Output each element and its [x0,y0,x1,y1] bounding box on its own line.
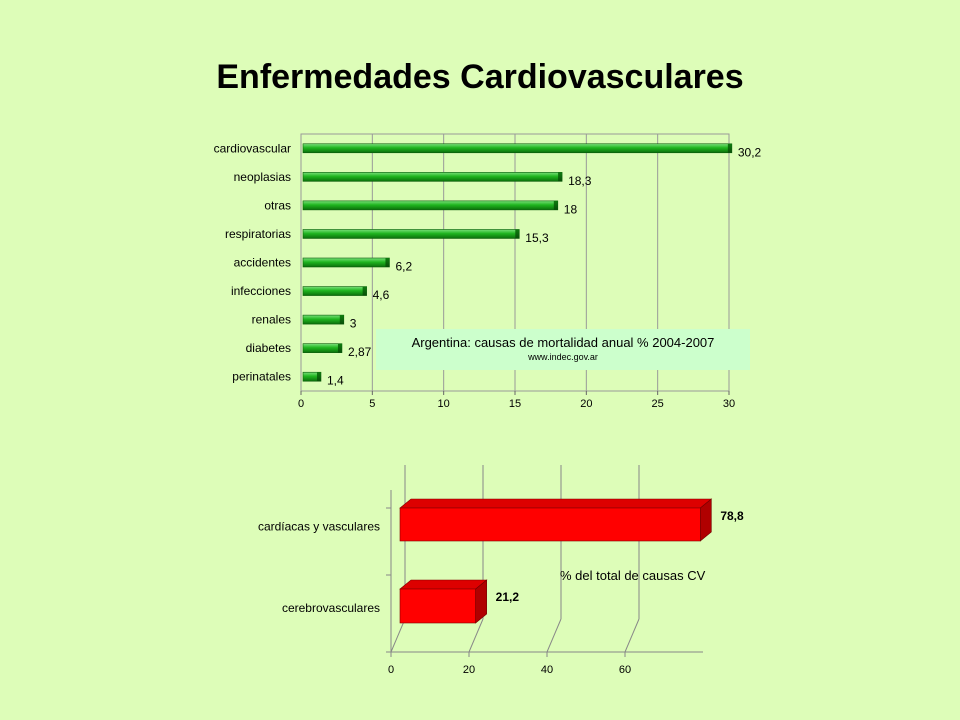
bar [302,172,563,182]
cv-share-bar-chart: 0 20 40 60 cardíacas y vasculares 78,8 cerebro… [258,465,744,676]
bar [302,286,367,296]
bar [302,343,343,353]
category-label: cardíacas y vasculares [258,520,380,534]
bar-top-face [399,579,488,590]
category-label: neoplasias [234,170,291,184]
category-label: respiratorias [225,227,291,241]
floor-gridline [468,618,484,653]
data-label: 6,2 [395,260,412,274]
bar-side-face [475,579,487,624]
category-label: otras [264,198,291,212]
bar [302,257,390,268]
bar-top-face [399,498,713,509]
annotation-title: Argentina: causas de mortalidad anual % … [411,335,715,350]
bar-side-face [700,498,712,542]
data-label: 3 [350,317,357,331]
x-tick-label: 15 [509,398,521,410]
back-wall-edge [390,465,406,653]
floor-gridline [546,618,562,653]
bar [399,588,476,624]
bar-end-cap [339,315,344,325]
bar-end-cap [553,200,558,210]
cv-share-annotation: % del total de causas CV [560,568,706,583]
x-tick-label: 5 [369,398,375,410]
data-label: 21,2 [496,590,520,604]
x-tick-label: 0 [388,664,394,676]
category-label: renales [252,313,291,327]
data-label: 18 [564,202,578,216]
category-label: infecciones [231,284,291,298]
x-tick-label: 30 [723,398,735,410]
data-label: 78,8 [720,509,744,523]
x-tick-label: 10 [438,398,450,410]
bar-end-cap [316,372,321,382]
bar [302,314,345,325]
x-tick-label: 20 [463,664,475,676]
x-tick-label: 25 [652,398,664,410]
floor-gridline [624,618,640,653]
category-label: diabetes [246,341,291,355]
annotation-source: www.indec.gov.ar [528,352,598,362]
data-label: 30,2 [738,145,762,159]
data-label: 4,6 [373,288,390,302]
data-label: 1,4 [327,374,344,388]
bar-end-cap [515,229,520,239]
bar [302,200,559,211]
page-title: Enfermedades Cardiovasculares [216,58,744,96]
x-tick-label: 40 [541,664,553,676]
bar-end-cap [558,172,563,182]
x-tick-label: 60 [619,664,631,676]
bar [302,143,733,154]
category-label: perinatales [232,370,291,384]
bar [399,507,701,542]
bar-end-cap [337,343,342,353]
bar-end-cap [727,143,732,153]
data-label: 15,3 [525,231,549,245]
bar-end-cap [362,286,367,296]
bar-end-cap [385,258,390,267]
chart-annotation-box: Argentina: causas de mortalidad anual % … [376,329,750,370]
mortality-bar-chart: 0 5 10 15 20 25 30 cardiovascular 30,2 neoplasias… [214,133,762,410]
data-label: 2,87 [348,345,372,359]
category-label: cerebrovasculares [282,601,380,615]
data-label: 18,3 [568,174,592,188]
x-tick-label: 0 [298,398,304,410]
category-label: cardiovascular [214,141,291,155]
bar [302,229,520,239]
category-label: accidentes [234,256,291,270]
x-tick-label: 20 [580,398,592,410]
